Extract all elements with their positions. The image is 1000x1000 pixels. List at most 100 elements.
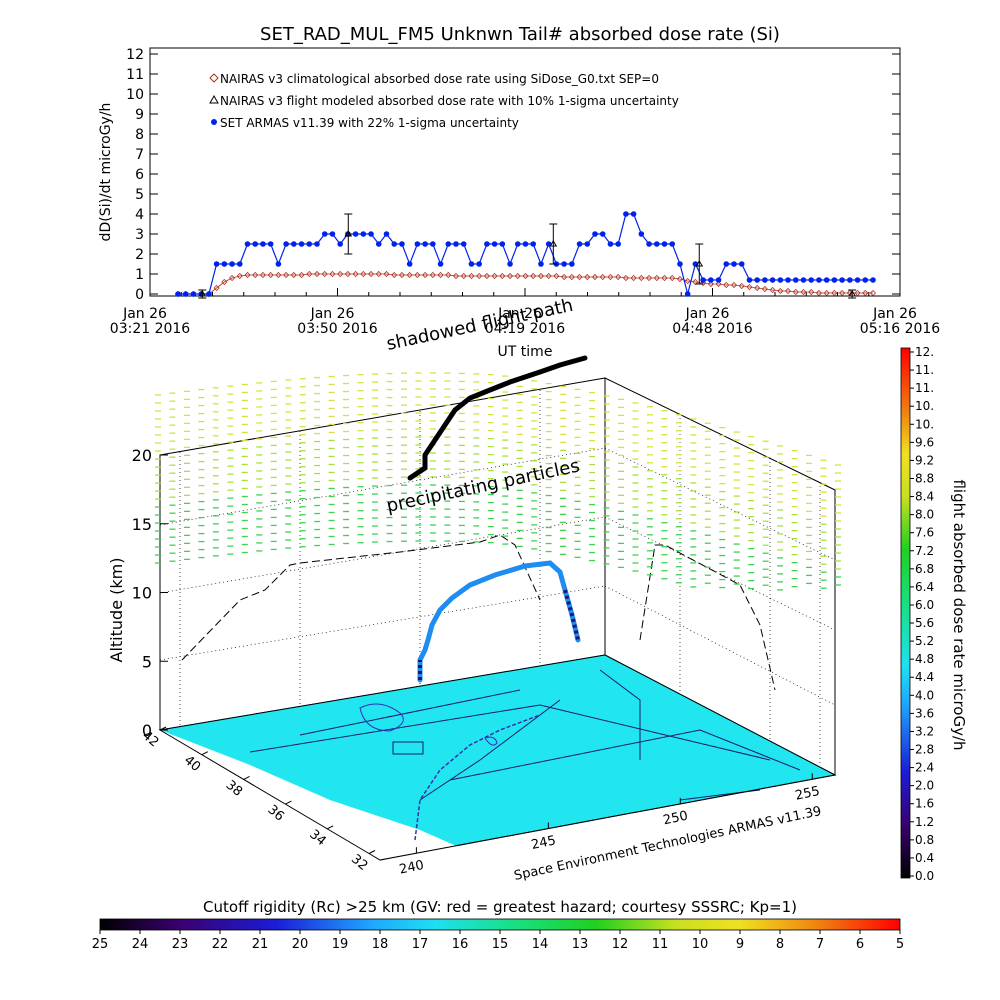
nairas-diamond-point [414, 271, 421, 279]
flight-modeled-point [549, 240, 558, 247]
right-cb-tick-label: 0.0 [915, 869, 934, 883]
right-cb-tick-label: 11. [915, 381, 934, 395]
nairas-diamond-point [321, 270, 328, 278]
armas-point [731, 261, 737, 267]
z-tick-label: 0 [142, 721, 152, 740]
nairas-diamond-point [375, 270, 382, 278]
armas-point [646, 241, 652, 247]
armas-point [453, 241, 459, 247]
grid-lines [159, 390, 836, 765]
armas-point [406, 261, 413, 267]
nairas-diamond-point [638, 274, 645, 282]
nairas-diamond-point [645, 274, 653, 282]
armas-point [700, 277, 706, 283]
armas-point [337, 241, 343, 247]
lon-tick-label: 245 [530, 833, 557, 853]
armas-point [476, 261, 482, 267]
flight-modeled-point [848, 290, 857, 297]
nairas-diamond-point [615, 273, 622, 281]
nairas-diamond-point [313, 270, 321, 278]
armas-point [383, 231, 390, 237]
bottom-cb-tick-label: 12 [612, 937, 629, 952]
nairas-diamond-point [252, 271, 259, 279]
y-tick-label: 12 [126, 47, 144, 63]
right-cb-tick-label: 10. [915, 399, 934, 413]
nairas-diamond-point [514, 272, 521, 280]
armas-point [499, 241, 506, 247]
bottom-cb-tick-label: 15 [492, 937, 509, 952]
bottom-colorbar [99, 918, 901, 931]
y-tick-label: 9 [135, 107, 144, 123]
flight-modeled-point [695, 260, 704, 267]
right-cb-tick-label: 0.4 [915, 851, 934, 865]
z-tick-label: 5 [142, 652, 152, 671]
y-tick-label: 0 [135, 287, 144, 303]
armas-point [800, 277, 807, 283]
legend-triangle-marker [209, 94, 219, 104]
armas-point [360, 231, 367, 237]
z-tick-label: 15 [132, 515, 152, 534]
nairas-diamond-point [869, 289, 877, 297]
bottom-cb-tick-label: 17 [412, 937, 429, 952]
bottom-cb-tick-label: 13 [572, 937, 589, 952]
armas-point [638, 231, 645, 237]
armas-point [661, 241, 668, 247]
armas-point [762, 277, 768, 283]
armas-point [507, 261, 513, 267]
armas-point [623, 211, 629, 217]
bottom-cb-tick-label: 14 [532, 937, 549, 952]
altitude-axis-label: Altitude (km) [107, 558, 126, 663]
bottom-cb-tick-label: 18 [372, 937, 389, 952]
nairas-diamond-point [568, 273, 575, 281]
armas-point [839, 277, 845, 283]
nairas-diamond-point [460, 272, 467, 280]
right-cb-tick-label: 5.6 [915, 616, 934, 630]
nairas-diamond-point [630, 274, 637, 282]
nairas-diamond-point [545, 272, 552, 280]
armas-point [823, 277, 830, 283]
bottom-cb-tick-label: 6 [856, 937, 864, 952]
right-cb-tick-label: 1.6 [915, 797, 934, 811]
ground-track [414, 714, 541, 841]
nairas-diamond-point [669, 274, 676, 282]
lat-tick-label: 32 [348, 852, 370, 874]
armas-point [514, 241, 521, 247]
right-cb-tick-label: 9.6 [915, 435, 934, 449]
x-tick-date: Jan 26 [497, 306, 542, 322]
legend-entry-nairas-flight: NAIRAS v3 flight modeled absorbed dose r… [209, 94, 679, 108]
right-colorbar [900, 347, 911, 879]
nairas-diamond-point [228, 274, 236, 282]
z-tick-label: 20 [132, 446, 152, 465]
nairas-diamond-point [561, 273, 568, 281]
armas-point [275, 261, 282, 267]
bottom-cb-tick-label: 11 [652, 937, 669, 952]
nairas-diamond-point [761, 285, 768, 293]
bottom-cb-tick-label: 20 [292, 937, 309, 952]
right-cb-tick-label: 5.2 [915, 634, 934, 648]
armas-point [329, 231, 336, 237]
y-tick-label: 7 [135, 147, 144, 163]
armas-point [206, 291, 212, 297]
armas-point [291, 241, 297, 247]
bottom-cb-tick-label: 22 [212, 937, 229, 952]
y-tick-label: 3 [135, 227, 144, 243]
nairas-diamond-point [862, 289, 869, 297]
nairas-diamond-point [476, 272, 483, 280]
bottom-cb-tick-label: 23 [172, 937, 189, 952]
armas-point [368, 231, 374, 237]
armas-point [391, 241, 398, 247]
y-tick-label: 1 [135, 267, 144, 283]
nairas-diamond-point [344, 270, 351, 278]
armas-point [460, 241, 467, 247]
armas-point [545, 241, 552, 247]
nairas-diamond-point [352, 270, 359, 278]
nairas-diamond-point [622, 274, 629, 282]
precipitating-particles-field [155, 372, 841, 591]
armas-point [599, 231, 606, 237]
armas-point [321, 231, 328, 237]
armas-point [831, 277, 838, 283]
nairas-diamond-point [468, 272, 475, 280]
right-cb-tick-label: 12. [915, 345, 934, 359]
